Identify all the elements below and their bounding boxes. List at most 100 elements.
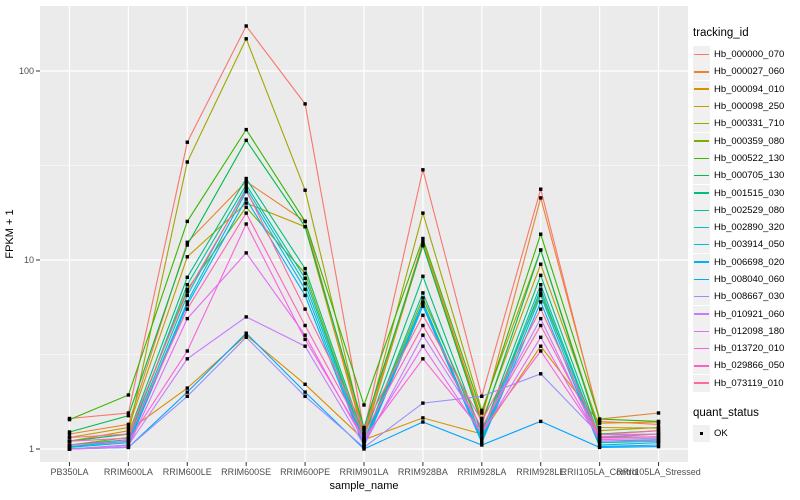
legend-series-label: Hb_008040_060 <box>714 274 785 285</box>
legend-series-label: Hb_000094_010 <box>714 83 785 95</box>
legend-item-Hb_006698_020: Hb_006698_020 <box>693 253 799 271</box>
legend-series-label: Hb_000705_130 <box>714 170 785 182</box>
data-point-marker <box>303 307 307 311</box>
x-tick-label: RRII105LA_Stressed <box>616 467 701 477</box>
legend-item-ok: OK <box>693 425 799 443</box>
legend-series-label: Hb_029866_050 <box>714 360 785 372</box>
data-point-marker <box>539 262 543 266</box>
data-point-marker <box>362 432 366 436</box>
y-tick-label: 10 <box>24 255 34 265</box>
data-point-marker <box>421 357 425 361</box>
data-point-marker <box>303 333 307 337</box>
legend-series-label: Hb_000098_250 <box>714 101 785 113</box>
data-point-marker <box>67 435 72 440</box>
data-point-marker <box>185 240 189 244</box>
data-point-marker <box>421 291 425 295</box>
series-line-key-icon <box>693 374 710 392</box>
data-point-marker <box>539 419 543 424</box>
legend-item-Hb_013720_010: Hb_013720_010 <box>693 340 799 358</box>
data-point-marker <box>185 307 189 311</box>
data-point-marker <box>597 429 602 433</box>
data-point-marker <box>126 444 131 449</box>
data-point-marker <box>67 447 72 451</box>
data-point-marker <box>126 425 131 430</box>
data-point-marker <box>303 390 307 394</box>
legend-item-Hb_000331_710: Hb_000331_710 <box>693 115 799 133</box>
data-point-marker <box>67 443 72 447</box>
legend-series-label: Hb_002890_320 <box>714 222 785 234</box>
series-line-key-icon <box>693 305 710 323</box>
legend-item-Hb_000705_130: Hb_000705_130 <box>693 167 799 185</box>
data-point-marker <box>303 287 307 291</box>
data-point-marker <box>656 439 661 443</box>
legend-item-Hb_012098_180: Hb_012098_180 <box>693 322 799 340</box>
data-point-marker <box>362 429 366 433</box>
data-point-marker <box>539 248 543 252</box>
x-tick-label: RRIM600PE <box>280 467 330 477</box>
legend-item-Hb_010921_060: Hb_010921_060 <box>693 305 799 323</box>
data-point-marker <box>303 293 307 298</box>
data-point-marker <box>362 426 366 430</box>
data-point-marker <box>421 420 425 424</box>
legend-series-label: Hb_073119_010 <box>714 377 784 389</box>
series-line-key-icon <box>693 236 710 254</box>
data-point-marker <box>597 445 602 450</box>
series-line-key-icon <box>693 46 710 64</box>
data-point-marker <box>421 344 425 348</box>
data-point-marker <box>126 429 131 433</box>
data-point-marker <box>656 429 661 433</box>
series-line-key-icon <box>693 322 710 340</box>
legend-label-ok: OK <box>714 428 728 440</box>
data-point-marker <box>421 323 425 328</box>
legend-item-Hb_008667_030: Hb_008667_030 <box>693 288 799 306</box>
x-tick-label: RRIM928LA <box>457 467 506 477</box>
data-point-marker <box>597 421 602 425</box>
series-line-key-icon <box>693 98 710 116</box>
data-point-marker <box>480 429 484 433</box>
legend-series-label: Hb_010921_060 <box>714 308 785 320</box>
data-point-marker <box>244 188 248 192</box>
data-point-marker <box>480 422 484 427</box>
legend-series-label: Hb_000359_080 <box>714 135 785 147</box>
legend-item-Hb_002890_320: Hb_002890_320 <box>693 219 799 237</box>
data-point-marker <box>539 293 543 298</box>
series-line-key-icon <box>693 115 710 133</box>
data-point-marker <box>421 211 425 215</box>
data-point-marker <box>303 382 307 386</box>
legend-item-Hb_029866_050: Hb_029866_050 <box>693 357 799 375</box>
data-point-marker <box>303 323 307 328</box>
data-point-marker <box>480 441 484 445</box>
data-point-marker <box>539 187 543 191</box>
data-point-marker <box>421 416 425 420</box>
legend-item-Hb_000027_060: Hb_000027_060 <box>693 63 799 81</box>
data-point-marker <box>656 432 661 436</box>
data-point-marker <box>539 196 543 200</box>
data-point-marker <box>185 287 189 291</box>
data-point-marker <box>303 225 307 229</box>
data-point-marker <box>656 411 661 415</box>
series-line-key-icon <box>693 357 710 375</box>
data-point-marker <box>421 244 425 248</box>
data-point-marker <box>597 435 602 439</box>
data-point-marker <box>421 168 425 172</box>
series-line-key-icon <box>693 167 710 185</box>
data-point-marker <box>539 349 543 353</box>
x-tick-label: RRIM901LA <box>339 467 388 477</box>
data-point-marker <box>539 335 543 339</box>
data-point-marker <box>421 236 425 241</box>
data-point-marker <box>597 433 602 437</box>
ok-point-key-icon <box>693 425 710 443</box>
legend-item-Hb_000359_080: Hb_000359_080 <box>693 132 799 150</box>
legend-item-Hb_000522_130: Hb_000522_130 <box>693 149 799 167</box>
series-line-key-icon <box>693 132 710 150</box>
data-point-marker <box>185 283 189 287</box>
y-tick-label: 1 <box>29 444 34 454</box>
legend-series-label: Hb_013720_010 <box>714 343 785 355</box>
data-point-marker <box>303 394 307 398</box>
data-point-marker <box>126 393 131 397</box>
series-line-key-icon <box>693 340 710 358</box>
data-point-marker <box>185 255 189 259</box>
data-point-marker <box>362 436 366 440</box>
data-point-marker <box>480 425 484 430</box>
